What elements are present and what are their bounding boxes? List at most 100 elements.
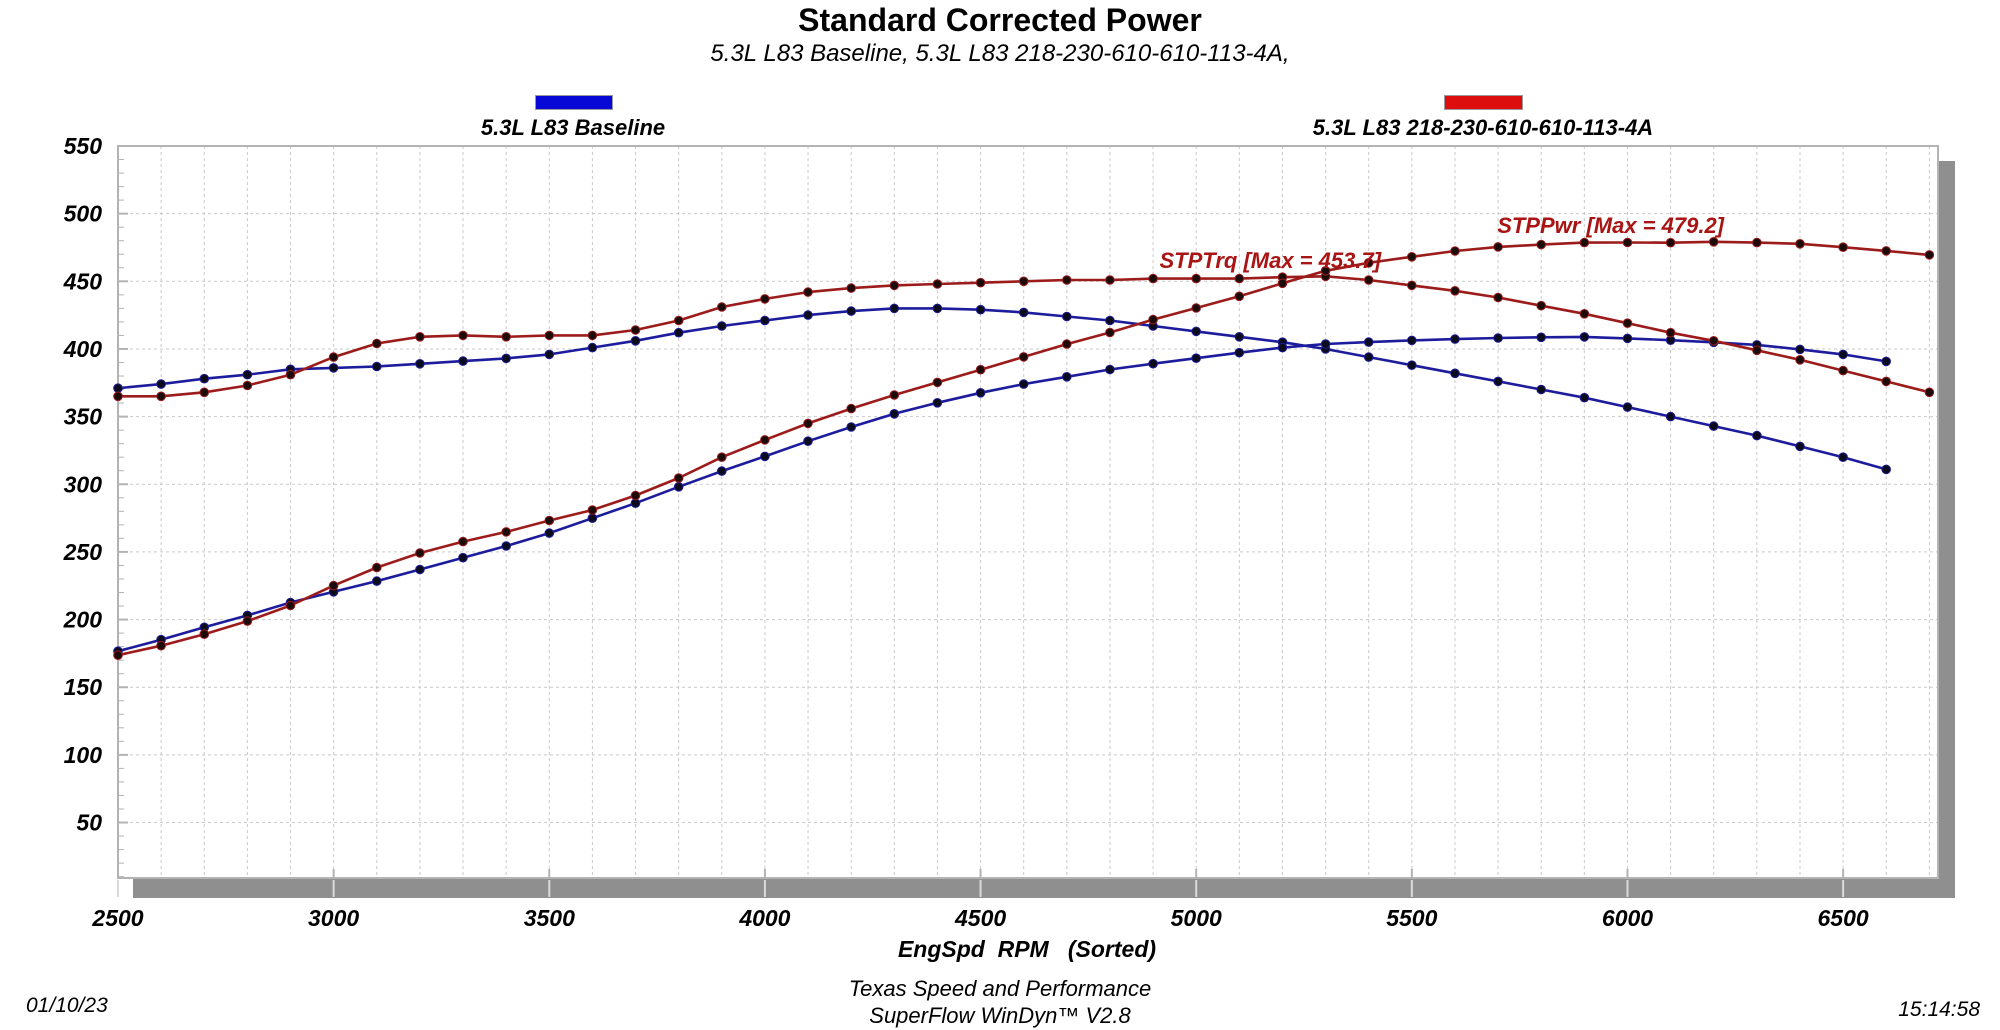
data-point: [285, 369, 296, 380]
data-point: [1277, 278, 1288, 289]
data-point: [587, 330, 598, 341]
y-tick-label: 400: [63, 336, 103, 362]
data-point: [760, 451, 770, 462]
data-point: [1407, 251, 1417, 262]
y-tick-label: 100: [64, 742, 103, 768]
data-point: [544, 515, 555, 526]
data-point: [1363, 337, 1374, 347]
legend-swatch-baseline: [535, 95, 613, 110]
data-point: [1450, 246, 1460, 256]
data-point: [1018, 276, 1029, 287]
data-point: [1493, 242, 1503, 252]
data-point: [242, 616, 253, 626]
y-tick-label: 250: [63, 539, 103, 565]
data-point: [458, 536, 468, 547]
data-point: [415, 359, 425, 369]
y-tick-label: 50: [76, 810, 102, 836]
data-point: [760, 294, 770, 304]
data-point: [1838, 242, 1848, 252]
data-point: [1622, 402, 1633, 412]
data-point: [1881, 356, 1891, 367]
data-point: [1493, 376, 1503, 387]
data-point: [1924, 250, 1935, 260]
data-point: [673, 315, 684, 326]
data-point: [1105, 327, 1115, 338]
data-point: [932, 377, 943, 388]
footer-date: 01/10/23: [26, 994, 108, 1017]
data-point: [1795, 355, 1805, 365]
data-point: [1795, 239, 1805, 249]
data-point: [156, 640, 166, 651]
data-point: [1665, 237, 1676, 248]
data-point: [199, 387, 210, 398]
data-point: [1018, 352, 1029, 362]
data-point: [975, 277, 986, 288]
data-point: [717, 452, 727, 463]
data-point: [1708, 237, 1719, 247]
data-point: [587, 505, 598, 515]
data-point: [932, 303, 943, 314]
data-point: [846, 306, 857, 316]
page-subtitle: 5.3L L83 Baseline, 5.3L L83 218-230-610-…: [710, 40, 1290, 67]
y-tick-label: 550: [64, 133, 103, 159]
data-point: [458, 356, 468, 366]
data-point: [156, 391, 166, 402]
data-point: [1234, 347, 1245, 358]
data-point: [372, 361, 382, 372]
data-point: [1277, 342, 1288, 353]
data-point: [199, 373, 210, 384]
data-point: [1795, 441, 1805, 452]
data-point: [717, 321, 727, 331]
data-point: [113, 391, 123, 402]
data-point: [1363, 352, 1374, 362]
data-point: [1062, 339, 1072, 349]
data-point: [1234, 291, 1245, 302]
data-point: [760, 435, 770, 445]
data-point: [803, 418, 813, 429]
series-line-0: [117, 307, 1887, 471]
x-tick-label: 2500: [91, 905, 143, 931]
data-point: [803, 287, 813, 297]
data-point: [1062, 311, 1072, 322]
x-tick-label: 6500: [1818, 905, 1869, 931]
data-point: [1148, 273, 1158, 284]
x-tick-label: 4500: [954, 905, 1006, 931]
data-point: [932, 279, 943, 289]
data-point: [1795, 344, 1805, 355]
data-point: [1708, 336, 1719, 346]
footer-shop-name: Texas Speed and Performance: [848, 976, 1152, 1001]
data-point: [587, 513, 598, 524]
data-point: [1407, 360, 1417, 371]
data-point: [889, 303, 900, 314]
max-annotation: STPPwr [Max = 479.2]: [1497, 213, 1724, 238]
data-point: [1450, 334, 1460, 344]
data-point: [1320, 266, 1331, 276]
data-point: [1708, 421, 1719, 431]
series-line-1: [117, 335, 1887, 653]
data-point: [1838, 349, 1848, 360]
y-tick-label: 150: [64, 674, 103, 700]
data-point: [1536, 332, 1546, 343]
y-tick-label: 500: [64, 201, 103, 227]
data-point: [1191, 303, 1201, 313]
data-point: [1450, 368, 1460, 379]
data-point: [1450, 286, 1460, 296]
data-point: [544, 528, 555, 538]
data-point: [1752, 345, 1762, 356]
data-point: [372, 338, 382, 349]
x-tick-label: 5000: [1171, 905, 1222, 931]
plot-border: [117, 145, 1939, 879]
data-point: [1407, 280, 1417, 291]
data-point: [1320, 339, 1331, 349]
data-point: [544, 330, 555, 341]
data-point: [1191, 353, 1201, 364]
data-point: [760, 315, 770, 326]
data-point: [156, 379, 166, 389]
data-point: [889, 390, 900, 400]
data-point: [846, 422, 857, 432]
data-point: [975, 304, 986, 315]
max-annotation: STPTrq [Max = 453.7]: [1160, 248, 1382, 273]
data-point: [1191, 326, 1201, 337]
data-point: [975, 388, 986, 398]
data-point: [1536, 239, 1546, 250]
